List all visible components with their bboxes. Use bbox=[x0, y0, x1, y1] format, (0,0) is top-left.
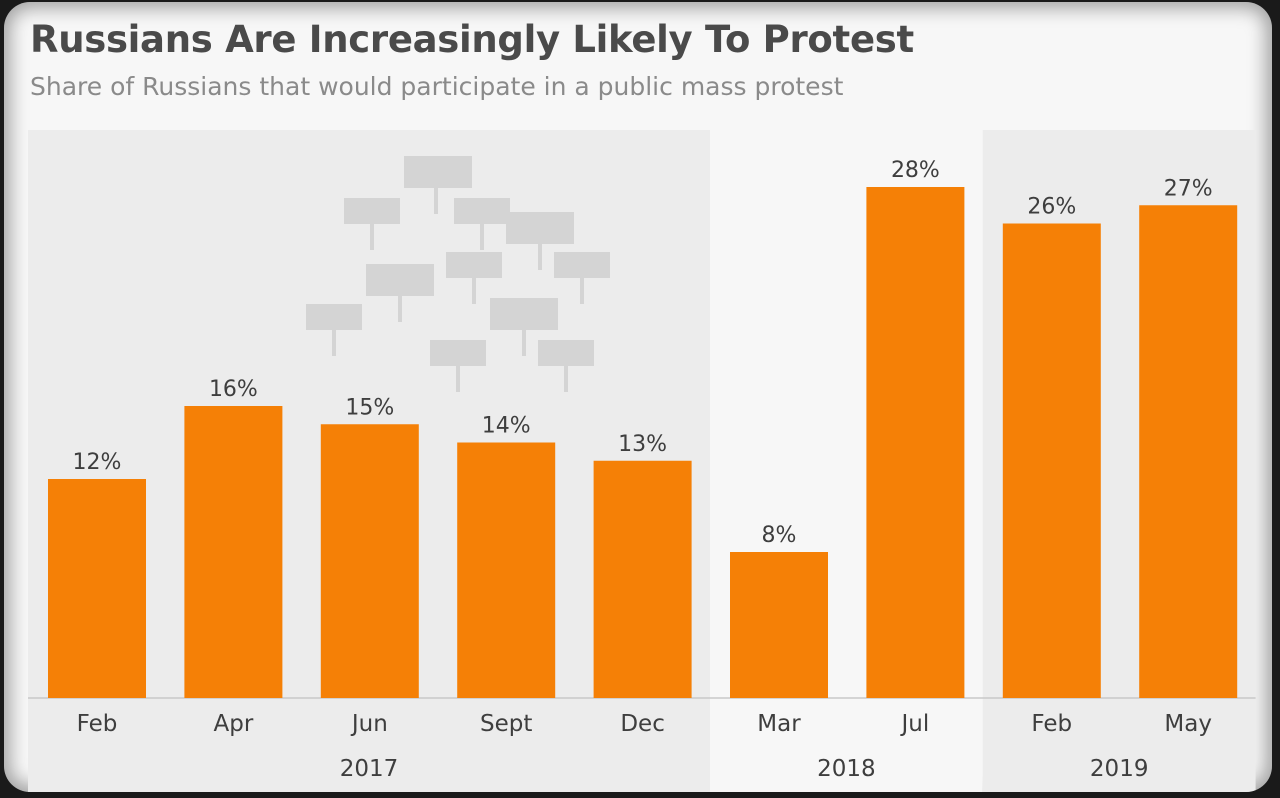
protest-sign-pole bbox=[564, 366, 568, 392]
protest-sign-board bbox=[506, 212, 574, 244]
x-tick-label: Jun bbox=[350, 711, 388, 737]
data-label: 12% bbox=[73, 450, 122, 475]
protest-sign-board bbox=[404, 156, 472, 188]
protest-sign-board bbox=[306, 304, 362, 330]
data-label: 28% bbox=[891, 158, 940, 183]
bar-feb bbox=[48, 479, 146, 698]
protest-sign-pole bbox=[580, 278, 584, 304]
protest-sign-board bbox=[344, 198, 400, 224]
x-tick-label: Dec bbox=[620, 711, 665, 737]
protest-sign-pole bbox=[480, 224, 484, 250]
protest-sign-board bbox=[538, 340, 594, 366]
data-label: 14% bbox=[482, 414, 531, 439]
protest-sign-pole bbox=[456, 366, 460, 392]
bar-may bbox=[1139, 205, 1238, 698]
chart-frame: Russians Are Increasingly Likely To Prot… bbox=[4, 2, 1272, 792]
protest-sign-pole bbox=[398, 296, 402, 322]
x-tick-label: Mar bbox=[757, 711, 801, 737]
x-tick-label: Sept bbox=[480, 711, 532, 737]
data-label: 26% bbox=[1027, 195, 1076, 220]
bar-chart: 12% Feb 16% Apr 15% Jun 14% Sept 13% Dec 8% Mar 28% J… bbox=[28, 130, 1256, 792]
x-tick-label: May bbox=[1164, 711, 1212, 737]
protest-sign-pole bbox=[332, 330, 336, 356]
x-tick-label: Feb bbox=[77, 711, 118, 737]
protest-sign-board bbox=[490, 298, 558, 330]
protest-sign-board bbox=[446, 252, 502, 278]
x-tick-label: Jul bbox=[900, 711, 930, 737]
x-tick-label: Apr bbox=[214, 711, 254, 737]
chart-subtitle: Share of Russians that would participate… bbox=[30, 72, 844, 101]
data-label: 16% bbox=[209, 377, 258, 402]
bar-mar bbox=[730, 552, 828, 698]
data-label: 27% bbox=[1164, 176, 1213, 201]
protest-sign-pole bbox=[370, 224, 374, 250]
year-group-label: 2017 bbox=[340, 756, 399, 782]
protest-sign-board bbox=[366, 264, 434, 296]
year-group-label: 2019 bbox=[1090, 756, 1149, 782]
data-label: 8% bbox=[762, 523, 797, 548]
chart-title: Russians Are Increasingly Likely To Prot… bbox=[30, 18, 914, 61]
protest-sign-pole bbox=[472, 278, 476, 304]
x-tick-label: Feb bbox=[1031, 711, 1072, 737]
protest-sign-board bbox=[430, 340, 486, 366]
protest-sign-board bbox=[454, 198, 510, 224]
protest-sign-pole bbox=[522, 330, 526, 356]
bar-apr bbox=[184, 406, 283, 698]
protest-sign-pole bbox=[538, 244, 542, 270]
protest-sign-pole bbox=[434, 188, 438, 214]
data-label: 13% bbox=[618, 432, 667, 457]
bar-sept bbox=[457, 442, 556, 698]
year-group-label: 2018 bbox=[817, 756, 876, 782]
bar-jul bbox=[866, 187, 965, 698]
bar-jun bbox=[320, 424, 419, 698]
bar-feb bbox=[1002, 223, 1101, 698]
data-label: 15% bbox=[345, 395, 394, 420]
protest-sign-board bbox=[554, 252, 610, 278]
bar-dec bbox=[593, 460, 692, 698]
